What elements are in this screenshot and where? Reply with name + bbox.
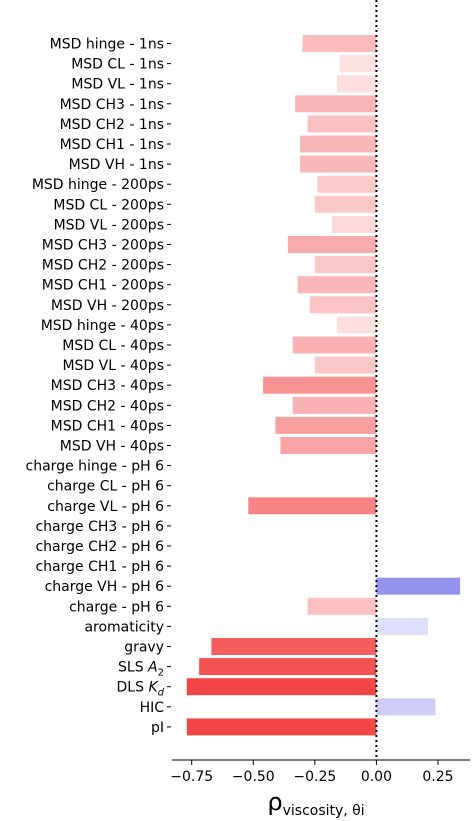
y-tick-label: MSD CH1 - 200ps <box>42 278 164 294</box>
y-tick-label: charge VH - pH 6 <box>45 579 165 595</box>
y-tick-label: MSD CH3 - 1ns <box>60 97 164 113</box>
bar <box>337 75 377 93</box>
bar <box>314 195 377 213</box>
y-tick-label: MSD VL - 40ps <box>62 358 164 374</box>
bar <box>376 698 436 716</box>
bar <box>186 718 377 736</box>
y-tick-label: charge VL - pH 6 <box>47 499 164 515</box>
bar <box>248 497 377 515</box>
bar <box>339 55 377 73</box>
y-tick-label: MSD hinge - 40ps <box>41 318 164 334</box>
y-tick-label: charge hinge - pH 6 <box>26 459 165 475</box>
y-tick-label: MSD CH1 - 1ns <box>60 137 164 153</box>
x-axis: −0.75 −0.50 −0.25 0.00 0.25 <box>170 759 470 785</box>
y-tick-label: MSD CH3 - 200ps <box>42 238 164 254</box>
x-tick-label: 0.25 <box>422 769 453 785</box>
y-tick-label: MSD hinge - 200ps <box>32 177 164 193</box>
y-tick-label: MSD VH - 1ns <box>69 157 164 173</box>
bar <box>263 376 377 394</box>
y-tick-labels: MSD hinge - 1ns MSD CL - 1ns MSD VL - 1ns M… <box>26 37 171 736</box>
y-tick-label: charge CL - pH 6 <box>47 479 164 495</box>
y-tick-label: SLS A2 <box>118 660 164 679</box>
y-tick-label: DLS Kd <box>117 680 165 699</box>
bar <box>211 638 377 655</box>
y-tick-label: MSD VH - 40ps <box>60 439 164 455</box>
y-tick-label: MSD CH2 - 200ps <box>42 258 164 274</box>
y-tick-label: MSD VL - 200ps <box>54 217 164 233</box>
bar <box>376 617 429 635</box>
bar <box>199 658 377 676</box>
bar <box>287 236 377 253</box>
bar <box>302 35 377 52</box>
bar <box>280 437 377 454</box>
y-tick-label: MSD VH - 200ps <box>51 298 164 314</box>
x-tick-label: 0.00 <box>361 769 392 785</box>
x-tick-label: −0.25 <box>293 769 336 785</box>
y-tick-label: MSD CH1 - 40ps <box>51 418 164 434</box>
bar <box>275 416 377 434</box>
bar <box>314 256 377 274</box>
y-tick-label: MSD CL - 40ps <box>62 338 164 354</box>
y-tick-label: MSD CH3 - 40ps <box>51 378 164 394</box>
bar <box>307 115 377 133</box>
y-tick-label: gravy <box>124 640 164 656</box>
y-tick-label: pI <box>151 720 164 736</box>
bar <box>314 356 377 374</box>
bar <box>295 95 377 113</box>
bar <box>297 276 377 294</box>
y-tick-label: MSD CL - 200ps <box>53 197 164 213</box>
y-tick-label: MSD CH2 - 40ps <box>51 398 164 414</box>
x-tick-label: −0.50 <box>232 769 275 785</box>
y-tick-label: aromaticity <box>84 619 164 635</box>
y-tick-label: MSD hinge - 1ns <box>50 37 164 53</box>
bar <box>300 155 377 173</box>
bar <box>307 597 377 615</box>
y-tick-label: charge CH2 - pH 6 <box>35 539 164 555</box>
bar <box>376 577 461 595</box>
y-tick-label: HIC <box>140 700 165 716</box>
y-tick-label: MSD CH2 - 1ns <box>60 117 164 133</box>
bar <box>309 296 377 314</box>
x-axis-label: ρviscosity, θi <box>267 788 364 819</box>
x-tick-label: −0.75 <box>170 769 213 785</box>
bar <box>186 678 377 696</box>
y-tick-label: charge - pH 6 <box>69 599 164 615</box>
bar <box>332 215 377 233</box>
bars-group <box>186 35 461 736</box>
y-tick-label: charge CH1 - pH 6 <box>35 559 164 575</box>
bar <box>292 336 377 354</box>
bar <box>300 135 377 153</box>
bar <box>292 396 377 414</box>
bar <box>317 175 377 193</box>
y-tick-label: MSD VL - 1ns <box>71 77 164 93</box>
y-tick-label: MSD CL - 1ns <box>71 57 164 73</box>
y-tick-label: charge CH3 - pH 6 <box>35 519 164 535</box>
bar <box>337 316 377 334</box>
